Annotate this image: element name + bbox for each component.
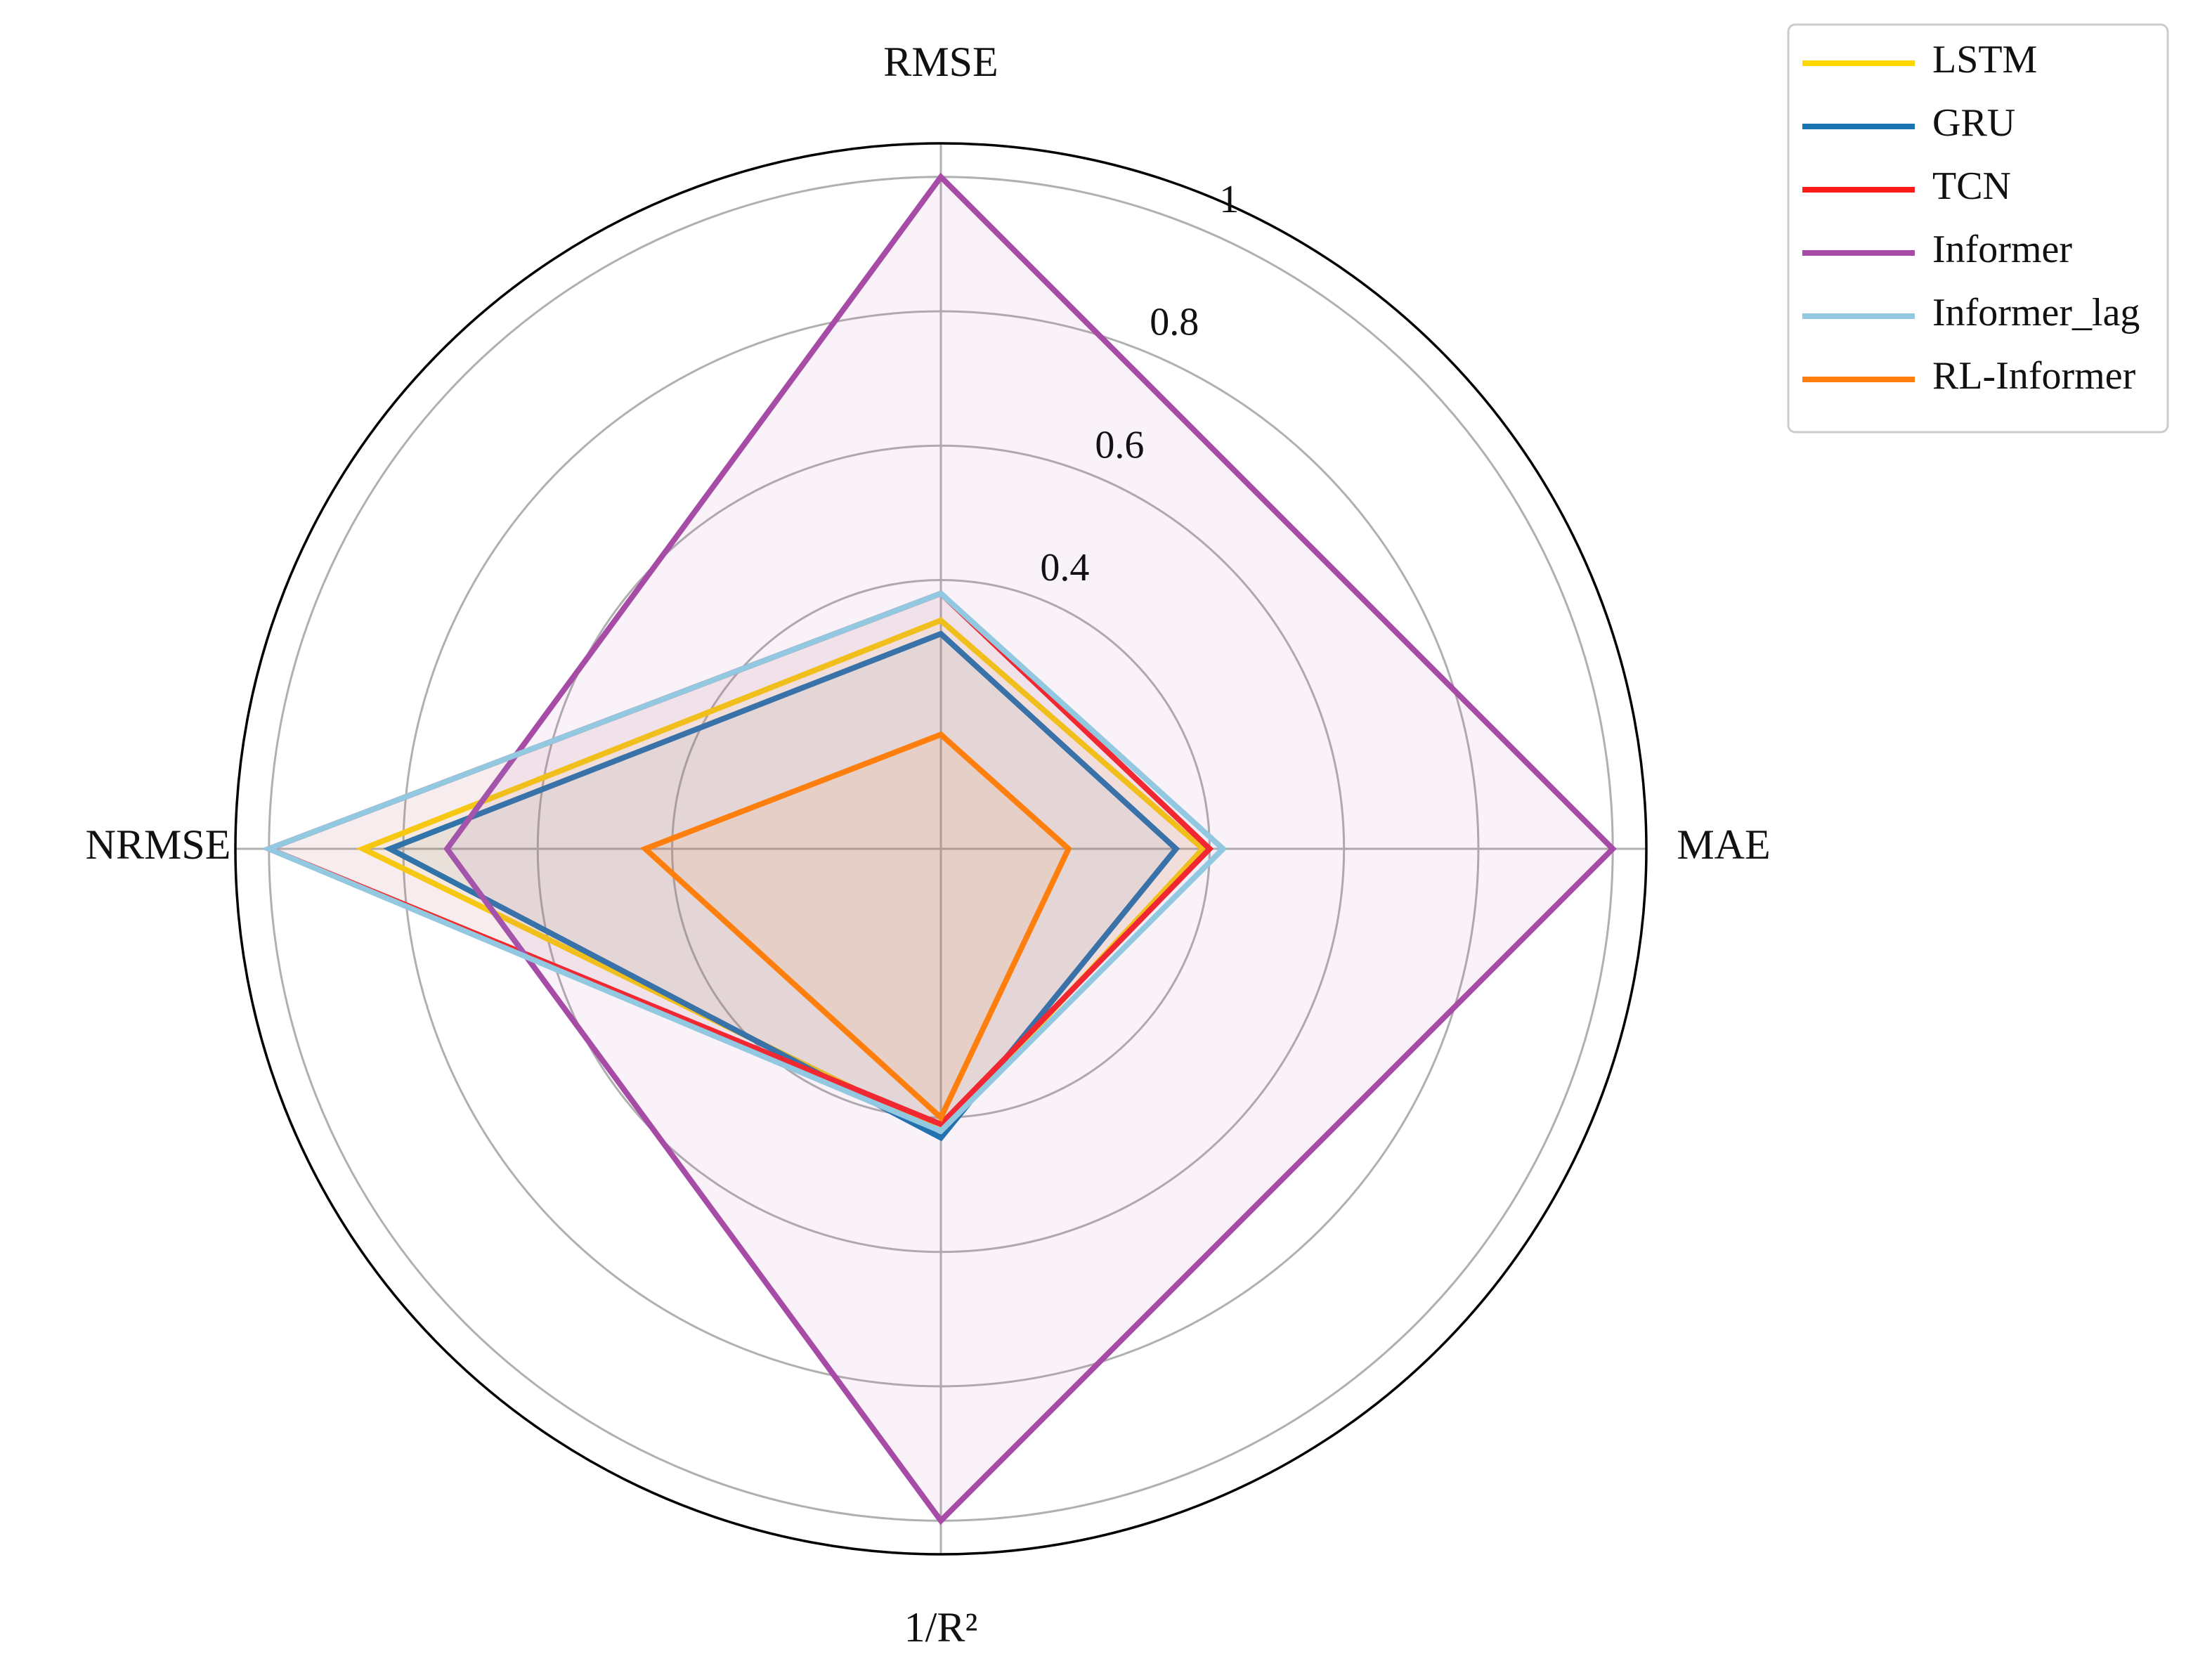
series-fill — [645, 734, 1069, 1118]
labels: 0.4 0.6 0.8 1 RMSE MAE 1/R² NRMSE — [86, 39, 1771, 1651]
legend-label: Informer_lag — [1932, 291, 2140, 334]
series-line — [261, 590, 1228, 1135]
series-fill — [389, 634, 1176, 1138]
legend-label: Informer — [1932, 228, 2072, 271]
axis-label: NRMSE — [86, 821, 231, 868]
r-tick-label: 0.8 — [1150, 301, 1199, 344]
marks — [261, 172, 1617, 1525]
series-fill — [447, 176, 1613, 1521]
legend-label: TCN — [1932, 164, 2011, 208]
r-tick-label: 0.4 — [1040, 546, 1089, 590]
legend-label: RL-Informer — [1932, 354, 2136, 398]
legend-label: LSTM — [1932, 38, 2037, 82]
axis-label: MAE — [1677, 821, 1770, 868]
series-line — [639, 731, 1072, 1123]
r-tick-label: 0.6 — [1095, 423, 1144, 467]
series-line — [383, 630, 1180, 1142]
axis-label: RMSE — [883, 39, 998, 85]
legend: LSTM GRU TCN Informer Informer_lag RL-Informe… — [1787, 23, 2169, 434]
series-fill — [268, 593, 1223, 1131]
series-line — [443, 172, 1617, 1525]
outer-frame — [234, 142, 1648, 1556]
axis-label: 1/R² — [904, 1604, 978, 1651]
series-fill — [268, 593, 1210, 1124]
legend-label: GRU — [1932, 101, 2015, 145]
r-tick-label: 1 — [1219, 178, 1239, 221]
